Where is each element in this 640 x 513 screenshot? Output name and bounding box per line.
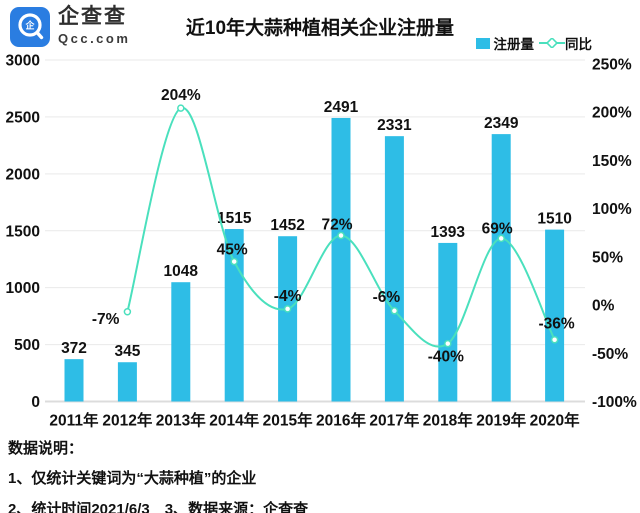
right-axis-tick-label: 0% bbox=[592, 298, 615, 315]
magnifier-spiral-icon: 企 bbox=[18, 13, 44, 40]
bar-value-label: 2349 bbox=[484, 115, 519, 132]
right-axis-tick-label: -50% bbox=[592, 346, 628, 363]
bar-2018年[interactable] bbox=[438, 242, 458, 402]
brand-name: 企查查 bbox=[58, 5, 127, 28]
chart-title: 近10年大蒜种植相关企业注册量 bbox=[185, 18, 455, 39]
x-axis-label-2011年: 2011年 bbox=[49, 411, 99, 430]
bar-2019年[interactable] bbox=[491, 134, 511, 402]
right-axis-tick-label: 150% bbox=[592, 153, 632, 170]
brand-domain: Qcc.com bbox=[58, 31, 131, 46]
growth-value-label: 45% bbox=[217, 242, 248, 259]
legend-item-bar[interactable]: 注册量 bbox=[475, 33, 535, 53]
left-axis-tick-label: 2500 bbox=[6, 109, 40, 126]
legend-item-line[interactable]: 同比 bbox=[539, 33, 592, 53]
bar-2016年[interactable] bbox=[331, 117, 351, 402]
bar-2015年[interactable] bbox=[278, 236, 298, 402]
data-notes: 数据说明： 1、仅统计关键词为“大蒜种植”的企业 2、统计时间2021/6/3 … bbox=[8, 437, 308, 513]
right-axis-tick-label: 250% bbox=[592, 56, 632, 73]
line-marker-2016年[interactable] bbox=[337, 231, 345, 240]
growth-value-label: -40% bbox=[428, 349, 464, 366]
x-axis-label-2019年: 2019年 bbox=[476, 411, 526, 430]
bar-value-label: 2491 bbox=[324, 99, 359, 116]
line-marker-2013年[interactable] bbox=[177, 104, 185, 112]
legend-line-label: 同比 bbox=[565, 37, 592, 52]
notes-heading: 数据说明： bbox=[8, 440, 84, 457]
left-axis-tick-label: 1000 bbox=[6, 280, 40, 297]
legend-bar-label: 注册量 bbox=[493, 37, 535, 52]
bar-2017年[interactable] bbox=[384, 136, 404, 402]
bar-2013年[interactable] bbox=[171, 282, 191, 402]
line-marker-2012年[interactable] bbox=[123, 308, 132, 316]
growth-value-label: 72% bbox=[321, 217, 352, 234]
growth-value-label: -6% bbox=[373, 289, 401, 306]
bar-2011年[interactable] bbox=[64, 359, 84, 402]
left-axis-tick-label: 2000 bbox=[6, 166, 40, 183]
bar-2012年[interactable] bbox=[117, 362, 137, 402]
x-axis-label-2018年: 2018年 bbox=[423, 411, 473, 430]
bar-value-label: 1048 bbox=[164, 263, 199, 280]
bar-value-label: 345 bbox=[114, 343, 140, 360]
x-axis-label-2014年: 2014年 bbox=[209, 411, 259, 430]
x-axis-label-2015年: 2015年 bbox=[263, 411, 313, 430]
bar-2020年[interactable] bbox=[545, 229, 565, 402]
growth-value-label: 69% bbox=[482, 220, 513, 237]
logo-glyph: 企 bbox=[24, 20, 35, 31]
right-axis-tick-label: 200% bbox=[592, 105, 632, 122]
qcc-logo-icon: 企 bbox=[10, 7, 50, 47]
left-axis-tick-label: 0 bbox=[31, 394, 40, 411]
right-axis-tick-label: -100% bbox=[592, 394, 637, 411]
line-marker-2019年[interactable] bbox=[497, 234, 505, 243]
bar-value-label: 1510 bbox=[537, 211, 571, 228]
legend: 注册量 同比 bbox=[475, 33, 592, 53]
bar-value-label: 1452 bbox=[270, 217, 304, 234]
bar-value-label: 372 bbox=[61, 340, 87, 357]
x-axis-label-2020年: 2020年 bbox=[530, 411, 580, 430]
line-marker-2020年[interactable] bbox=[550, 335, 559, 344]
x-axis-label-2012年: 2012年 bbox=[102, 411, 152, 430]
growth-value-label: -36% bbox=[539, 316, 575, 333]
right-axis-tick-label: 100% bbox=[592, 201, 632, 218]
line-marker-2015年[interactable] bbox=[283, 305, 292, 313]
growth-value-label: 204% bbox=[161, 87, 201, 104]
x-axis-label-2013年: 2013年 bbox=[156, 411, 206, 430]
right-axis-tick-label: 50% bbox=[592, 249, 623, 266]
bar-value-label: 1393 bbox=[431, 224, 466, 241]
x-axis-label-2017年: 2017年 bbox=[369, 411, 419, 430]
line-marker-2014年[interactable] bbox=[230, 257, 238, 266]
bar-2014年[interactable] bbox=[224, 229, 244, 402]
growth-value-label: -4% bbox=[274, 288, 302, 305]
bar-swatch-icon bbox=[475, 37, 490, 49]
line-marker-2018年[interactable] bbox=[444, 339, 452, 348]
notes-line-1: 1、仅统计关键词为“大蒜种植”的企业 bbox=[8, 470, 257, 487]
line-diamond-swatch-icon bbox=[539, 38, 565, 48]
growth-value-label: -7% bbox=[92, 311, 120, 328]
left-axis-tick-label: 1500 bbox=[6, 223, 40, 240]
brand-block: 企查查 Qcc.com bbox=[58, 6, 130, 45]
notes-line-2: 2、统计时间2021/6/3 3、数据来源：企查查 bbox=[8, 501, 309, 513]
bar-value-label: 1515 bbox=[217, 210, 252, 227]
x-axis-label-2016年: 2016年 bbox=[316, 411, 366, 430]
line-marker-2017年[interactable] bbox=[390, 307, 399, 315]
left-axis-tick-label: 500 bbox=[14, 337, 40, 354]
bar-value-label: 2331 bbox=[377, 117, 412, 134]
left-axis-tick-label: 3000 bbox=[6, 53, 40, 70]
